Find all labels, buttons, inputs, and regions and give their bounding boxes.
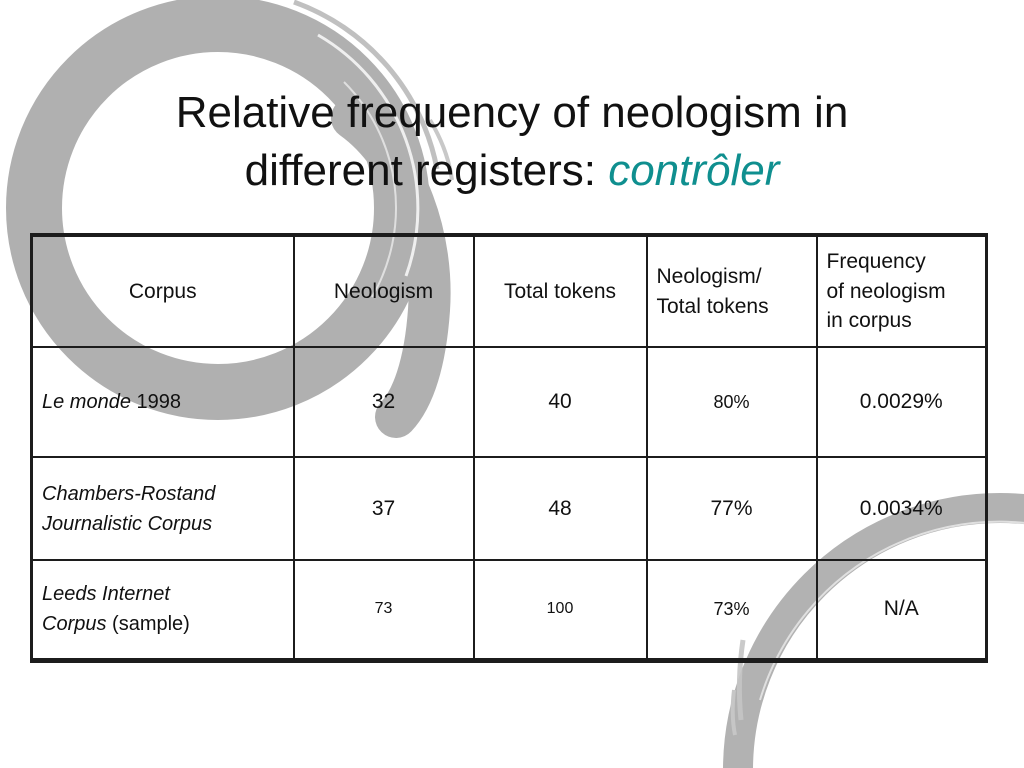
cell-frequency: 0.0029%	[815, 346, 988, 458]
header-ratio: Neologism/ Total tokens	[645, 234, 818, 348]
table-row: Leeds Internet Corpus (sample) 73 100 73…	[30, 559, 988, 661]
corpus-name: Le monde	[42, 391, 131, 413]
cell-frequency: N/A	[815, 559, 988, 661]
slide-title-line2-text: different registers:	[244, 146, 609, 196]
cell-total-tokens: 40	[472, 346, 648, 458]
table-row: Le monde 1998 32 40 80% 0.0029%	[30, 346, 988, 458]
cell-ratio: 73%	[645, 559, 818, 661]
slide-title-line1: Relative frequency of neologism in	[175, 88, 849, 137]
cell-neologism: 37	[292, 456, 475, 561]
header-frequency: Frequency of neologism in corpus	[815, 234, 988, 348]
slide-title: Relative frequency of neologism in diffe…	[0, 84, 1024, 200]
cell-neologism: 73	[292, 559, 475, 661]
table-row: Chambers-Rostand Journalistic Corpus 37 …	[30, 456, 988, 561]
header-corpus: Corpus	[30, 234, 295, 348]
header-neologism: Neologism	[292, 234, 475, 348]
cell-corpus: Chambers-Rostand Journalistic Corpus	[30, 456, 295, 561]
corpus-suffix: (sample)	[106, 613, 190, 636]
cell-ratio: 77%	[645, 456, 818, 561]
slide-title-highlight-word: contrôler	[608, 146, 780, 196]
cell-frequency: 0.0034%	[815, 456, 988, 561]
corpus-name: Chambers-Rostand Journalistic Corpus	[42, 482, 216, 535]
cell-total-tokens: 48	[472, 456, 648, 561]
cell-corpus: Leeds Internet Corpus (sample)	[30, 559, 295, 661]
corpus-name: Leeds Internet Corpus	[42, 583, 170, 636]
cell-ratio: 80%	[645, 346, 818, 458]
cell-neologism: 32	[292, 346, 475, 458]
table-header-row: Corpus Neologism Total tokens Neologism/…	[30, 234, 988, 348]
corpus-frequency-table: Corpus Neologism Total tokens Neologism/…	[30, 233, 988, 663]
corpus-suffix: 1998	[130, 391, 182, 413]
corpus-frequency-table-wrap: Corpus Neologism Total tokens Neologism/…	[30, 233, 988, 663]
header-total-tokens: Total tokens	[472, 234, 648, 348]
cell-total-tokens: 100	[472, 559, 648, 661]
cell-corpus: Le monde 1998	[30, 346, 295, 458]
slide-title-line2: different registers: contrôler	[0, 142, 1024, 200]
